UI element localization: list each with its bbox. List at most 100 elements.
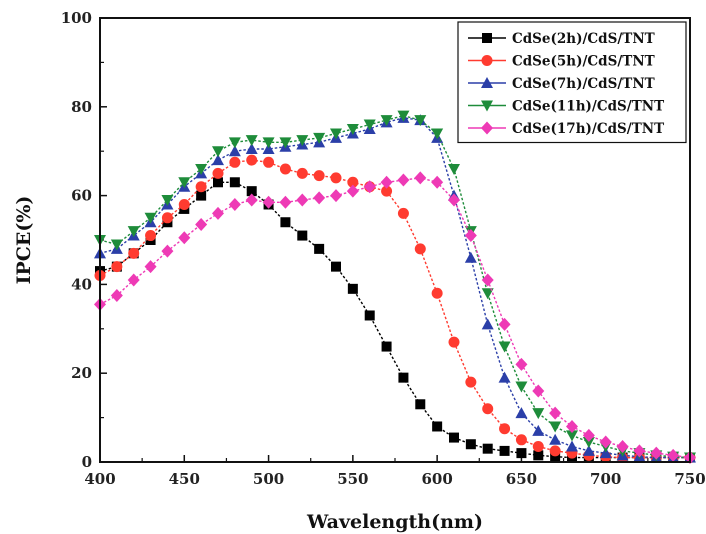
data-point (144, 260, 157, 274)
data-point (482, 443, 493, 454)
data-point (128, 247, 140, 259)
legend-marker (481, 100, 493, 112)
data-point (296, 193, 309, 207)
data-point (178, 231, 191, 245)
data-point (364, 310, 375, 321)
data-point (667, 448, 680, 462)
data-point (415, 399, 426, 410)
x-tick-label: 600 (421, 470, 452, 488)
data-point (279, 137, 292, 149)
data-point (245, 142, 258, 154)
data-point (246, 186, 257, 197)
data-point (212, 146, 224, 158)
data-point (566, 440, 578, 452)
data-point (414, 243, 426, 255)
data-point (549, 433, 562, 445)
data-point (464, 229, 477, 243)
data-point (195, 217, 208, 231)
data-point (550, 451, 561, 462)
data-point (195, 163, 208, 175)
data-point (245, 135, 258, 147)
data-point (431, 128, 444, 140)
series-group (94, 110, 696, 465)
legend-label: CdSe(17h)/CdS/TNT (512, 121, 664, 137)
data-point (195, 181, 207, 193)
series-line (99, 177, 691, 459)
data-point (498, 371, 511, 383)
data-point (431, 175, 444, 189)
data-point (161, 244, 174, 258)
data-point (481, 273, 494, 287)
data-point (330, 189, 342, 203)
data-point (633, 444, 646, 458)
data-point (515, 407, 528, 419)
x-axis-title: Wavelength(nm) (306, 511, 483, 533)
plot-frame (99, 17, 691, 463)
data-point (212, 206, 224, 220)
data-point (515, 381, 528, 393)
data-point (161, 212, 173, 224)
data-point (178, 198, 190, 210)
series-4 (94, 110, 696, 464)
data-point (110, 289, 123, 302)
data-point (465, 376, 477, 388)
data-point (346, 124, 359, 135)
data-point (449, 432, 459, 443)
data-point (532, 424, 545, 436)
data-point (280, 217, 291, 228)
legend: CdSe(2h)/CdS/TNT CdSe(5h)/CdS/TNT CdSe(7h)… (457, 21, 687, 144)
x-tick-label: 500 (253, 470, 284, 488)
data-point (380, 175, 393, 189)
data-point (397, 110, 410, 122)
data-point (331, 261, 341, 272)
series-line (99, 114, 691, 459)
data-point (380, 115, 393, 127)
data-point (228, 137, 241, 149)
data-point (566, 419, 578, 433)
data-point (330, 172, 342, 184)
legend-label: CdSe(2h)/CdS/TNT (512, 31, 655, 47)
legend-marker (482, 33, 492, 43)
data-point (229, 156, 241, 168)
data-point (127, 226, 140, 238)
tick-labels: 400 450 500 550 600 650 700 750 0 20 40 60 80 100 (61, 9, 706, 488)
data-point (246, 154, 258, 166)
x-tick-label: 750 (674, 470, 705, 488)
data-point (110, 239, 123, 251)
y-tick-label: 0 (82, 453, 92, 471)
data-point (127, 273, 140, 287)
data-point (363, 180, 376, 194)
data-point (464, 251, 477, 263)
data-point (212, 167, 224, 179)
data-point (533, 450, 544, 461)
series-2 (94, 154, 696, 464)
data-point (279, 163, 291, 175)
data-point (381, 341, 392, 352)
y-tick-label: 60 (71, 187, 92, 205)
data-point (582, 444, 595, 456)
series-3 (94, 111, 696, 463)
data-point (161, 195, 174, 207)
y-tick-label: 80 (71, 98, 92, 116)
data-point (313, 132, 326, 144)
data-point (213, 177, 223, 188)
x-tick-label: 700 (590, 470, 621, 488)
series-line (99, 117, 690, 459)
legend-item: CdSe(5h)/CdS/TNT (468, 54, 655, 70)
legend-item: CdSe(7h)/CdS/TNT (468, 76, 655, 92)
data-point (330, 128, 342, 140)
data-point (549, 406, 562, 420)
data-point (582, 428, 595, 442)
data-point (532, 440, 544, 452)
legend-marker (481, 55, 493, 66)
data-point (363, 119, 376, 131)
legend-label: CdSe(11h)/CdS/TNT (512, 99, 664, 115)
y-tick-label: 20 (71, 364, 92, 382)
data-point (549, 445, 561, 457)
data-point (599, 447, 612, 459)
data-point (498, 341, 511, 353)
data-point (498, 317, 511, 331)
data-point (111, 261, 123, 273)
data-point (448, 163, 460, 175)
data-point (262, 137, 275, 149)
